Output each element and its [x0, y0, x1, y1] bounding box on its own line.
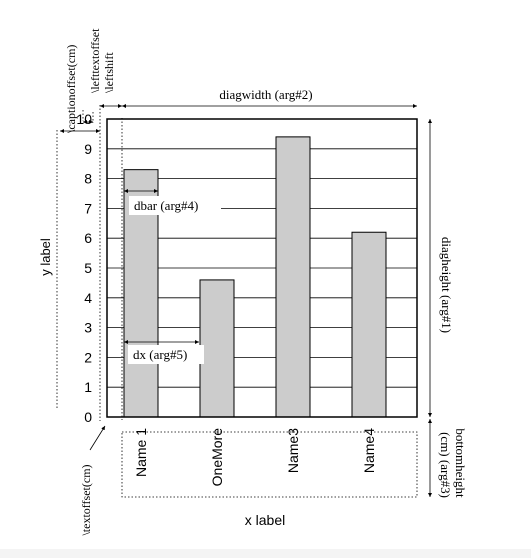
y-tick-label: 10 — [76, 111, 92, 127]
textoffset-label: \textoffset(cm) — [79, 464, 93, 535]
bar-onemore — [199, 279, 235, 418]
x-tick-labels: Name 1 OneMore Name3 Name4 — [133, 428, 377, 487]
dbar-label-box — [129, 196, 221, 215]
y-tick-label: 4 — [84, 290, 92, 306]
bar-name3 — [275, 136, 311, 418]
dbar-label: dbar (arg#4) — [134, 198, 198, 213]
x-tick-label: OneMore — [209, 428, 225, 487]
y-tick-label: 5 — [84, 260, 92, 276]
dx-label: dx (arg#5) — [133, 347, 187, 362]
y-tick-label: 3 — [84, 320, 92, 336]
y-tick-label: 0 — [84, 409, 92, 425]
diagheight-label: diagheight (arg#1) — [439, 237, 454, 333]
y-tick-label: 8 — [84, 171, 92, 187]
bottomheight-label-1: bottomheight — [453, 428, 468, 498]
lefttextoffset-label: \lefttextoffset — [88, 28, 102, 93]
dx-label-box — [128, 345, 204, 364]
x-axis-label: x label — [245, 512, 285, 528]
bottomheight-label-2: (cm) (arg#3) — [438, 432, 453, 498]
x-tick-label: Name 1 — [133, 428, 149, 477]
captionoffset-label: \captionoffset(cm) — [64, 45, 78, 133]
x-tick-label: Name3 — [285, 428, 301, 473]
y-tick-label: 2 — [84, 349, 92, 365]
diagwidth-label: diagwidth (arg#2) — [219, 87, 312, 102]
y-tick-labels: 0 1 2 3 4 5 6 7 8 9 10 — [76, 111, 92, 425]
y-axis-label: y label — [38, 238, 53, 276]
bottom-strip — [0, 549, 531, 558]
y-tick-label: 9 — [84, 141, 92, 157]
y-tick-label: 6 — [84, 230, 92, 246]
y-tick-label: 7 — [84, 200, 92, 216]
leftshift-label: \leftshift — [102, 52, 116, 93]
plot-frame — [106, 118, 418, 418]
bar-name4 — [351, 231, 387, 418]
bottom-area-box — [121, 431, 418, 498]
x-tick-label: Name4 — [361, 428, 377, 473]
y-tick-label: 1 — [84, 379, 92, 395]
textoffset-arrow — [89, 425, 106, 451]
